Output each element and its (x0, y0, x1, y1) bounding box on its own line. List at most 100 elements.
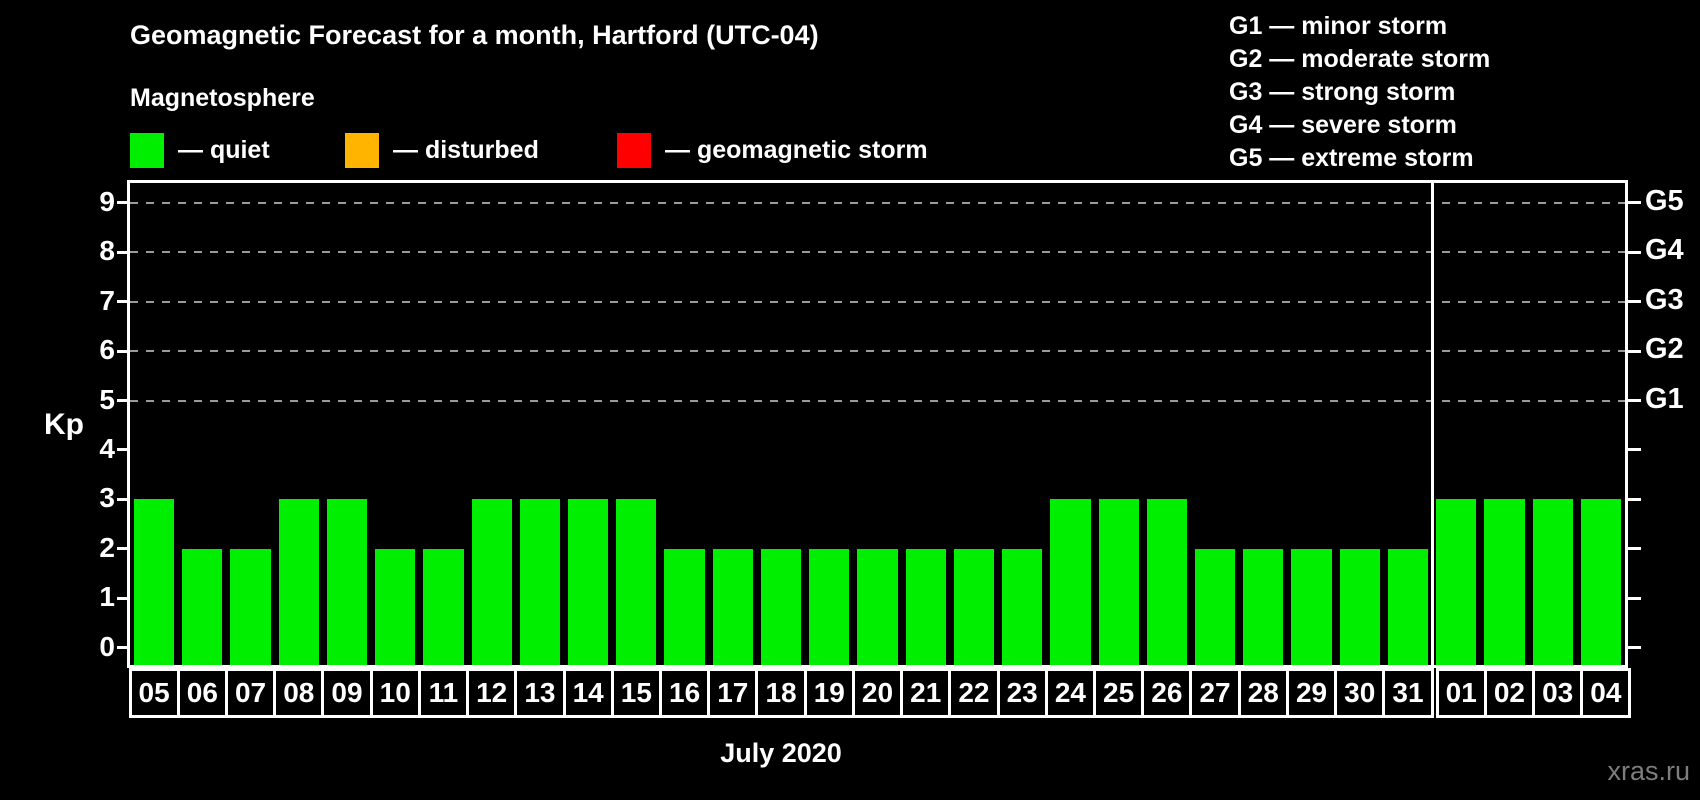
y-tick-label-6: 6 (99, 334, 115, 366)
gridline-kp7 (130, 300, 1625, 303)
kp-bar-day-21 (905, 548, 946, 665)
y-tick-label-4: 4 (99, 432, 115, 464)
y-tick-label-9: 9 (99, 185, 115, 217)
y-tick-left-1 (117, 596, 130, 600)
day-cell-06: 06 (176, 668, 228, 718)
day-cell-31: 31 (1382, 668, 1434, 718)
kp-bar-day-30 (1339, 548, 1380, 665)
legend-item-geomagnetic-storm: — geomagnetic storm (617, 131, 928, 169)
day-cell-29: 29 (1285, 668, 1338, 718)
disturbed-color-swatch (345, 132, 379, 168)
kp-bar-day-01 (1436, 499, 1477, 665)
legend-label-geomagnetic-storm: — geomagnetic storm (665, 135, 928, 164)
kp-bar-day-07 (230, 548, 271, 665)
legend-item-quiet: — quiet (130, 131, 270, 169)
kp-bar-day-26 (1146, 499, 1187, 665)
y-tick-label-2: 2 (99, 531, 115, 563)
kp-bar-day-18 (760, 548, 802, 665)
y-tick-label-3: 3 (99, 482, 115, 514)
gridline-kp9 (130, 201, 1625, 204)
kp-bar-day-22 (953, 548, 995, 665)
g-scale-label-g4: G4 (1645, 234, 1684, 267)
day-cell-19: 19 (803, 668, 855, 718)
kp-bar-day-11 (423, 548, 464, 665)
y-tick-left-0 (117, 646, 130, 650)
day-cell-08: 08 (273, 668, 325, 718)
kp-bar-day-17 (712, 548, 753, 665)
y-axis-title: Kp (44, 408, 84, 441)
y-tick-right-4 (1628, 448, 1641, 452)
y-tick-label-7: 7 (99, 284, 115, 316)
kp-bar-day-29 (1291, 548, 1332, 665)
gridline-kp6 (130, 350, 1625, 353)
y-tick-label-5: 5 (99, 383, 115, 415)
y-tick-right-0 (1628, 646, 1641, 650)
day-cell-05: 05 (128, 668, 180, 718)
kp-bar-day-12 (471, 499, 512, 665)
day-cell-14: 14 (562, 668, 614, 718)
g-scale-label-g1: G1 (1645, 382, 1684, 415)
y-tick-left-3 (117, 497, 130, 501)
y-tick-left-5 (117, 399, 130, 403)
kp-bar-day-16 (664, 548, 705, 665)
kp-bar-day-02 (1484, 499, 1525, 665)
x-axis-title: July 2020 (720, 738, 842, 768)
kp-bar-day-03 (1532, 499, 1573, 665)
geomagnetic-storm-color-swatch (617, 132, 651, 168)
kp-bar-day-24 (1050, 499, 1091, 665)
day-cell-09: 09 (321, 668, 373, 718)
magnetosphere-section-label: Magnetosphere (130, 84, 315, 112)
day-cell-20: 20 (851, 668, 904, 718)
day-cell-22: 22 (948, 668, 1000, 718)
kp-bar-day-28 (1243, 548, 1284, 665)
month-boundary-line (1430, 183, 1434, 665)
day-cell-24: 24 (1044, 668, 1096, 718)
day-cell-12: 12 (466, 668, 518, 718)
magnetosphere-legend: — quiet — disturbed — geomagnetic storm (130, 131, 1130, 169)
kp-bar-day-09 (326, 499, 368, 665)
day-cell-07: 07 (224, 668, 277, 718)
y-tick-right-6 (1628, 349, 1641, 353)
day-cell-26: 26 (1141, 668, 1193, 718)
day-cell-01: 01 (1435, 668, 1487, 718)
quiet-color-swatch (130, 132, 164, 168)
y-tick-left-4 (117, 448, 130, 452)
kp-bar-day-08 (278, 499, 319, 665)
day-cell-11: 11 (417, 668, 470, 718)
kp-bar-day-20 (857, 548, 898, 665)
storm-scale-line-g3: G3 — strong storm (1229, 78, 1456, 106)
y-tick-right-5 (1628, 399, 1641, 403)
storm-scale-legend: G1 — minor storm G2 — moderate storm G3 — … (1229, 10, 1490, 175)
kp-bar-day-25 (1098, 499, 1139, 665)
day-cell-23: 23 (996, 668, 1048, 718)
y-tick-left-6 (117, 349, 130, 353)
kp-bar-day-10 (375, 548, 416, 665)
watermark: xras.ru (1607, 756, 1690, 786)
kp-bar-day-27 (1194, 548, 1236, 665)
day-cell-30: 30 (1334, 668, 1386, 718)
kp-bar-day-13 (519, 499, 561, 665)
legend-label-disturbed: — disturbed (393, 135, 539, 164)
kp-bar-day-14 (568, 499, 609, 665)
kp-bar-day-23 (1002, 548, 1043, 665)
day-cell-21: 21 (900, 668, 952, 718)
day-cell-18: 18 (755, 668, 807, 718)
g-scale-label-g2: G2 (1645, 333, 1684, 366)
storm-scale-line-g1: G1 — minor storm (1229, 12, 1448, 40)
g-scale-label-g5: G5 (1645, 184, 1684, 217)
kp-bar-day-04 (1580, 499, 1621, 665)
day-cell-10: 10 (369, 668, 421, 718)
day-cell-02: 02 (1483, 668, 1536, 718)
page-title: Geomagnetic Forecast for a month, Hartfo… (130, 20, 819, 50)
kp-bar-day-31 (1387, 548, 1429, 665)
y-tick-right-7 (1628, 300, 1641, 304)
y-tick-right-1 (1628, 596, 1641, 600)
y-tick-right-3 (1628, 497, 1641, 501)
gridline-kp8 (130, 251, 1625, 254)
y-tick-right-9 (1628, 201, 1641, 205)
day-cell-15: 15 (610, 668, 662, 718)
kp-bar-day-06 (182, 548, 223, 665)
kp-bar-day-15 (616, 499, 657, 665)
y-tick-left-2 (117, 547, 130, 551)
